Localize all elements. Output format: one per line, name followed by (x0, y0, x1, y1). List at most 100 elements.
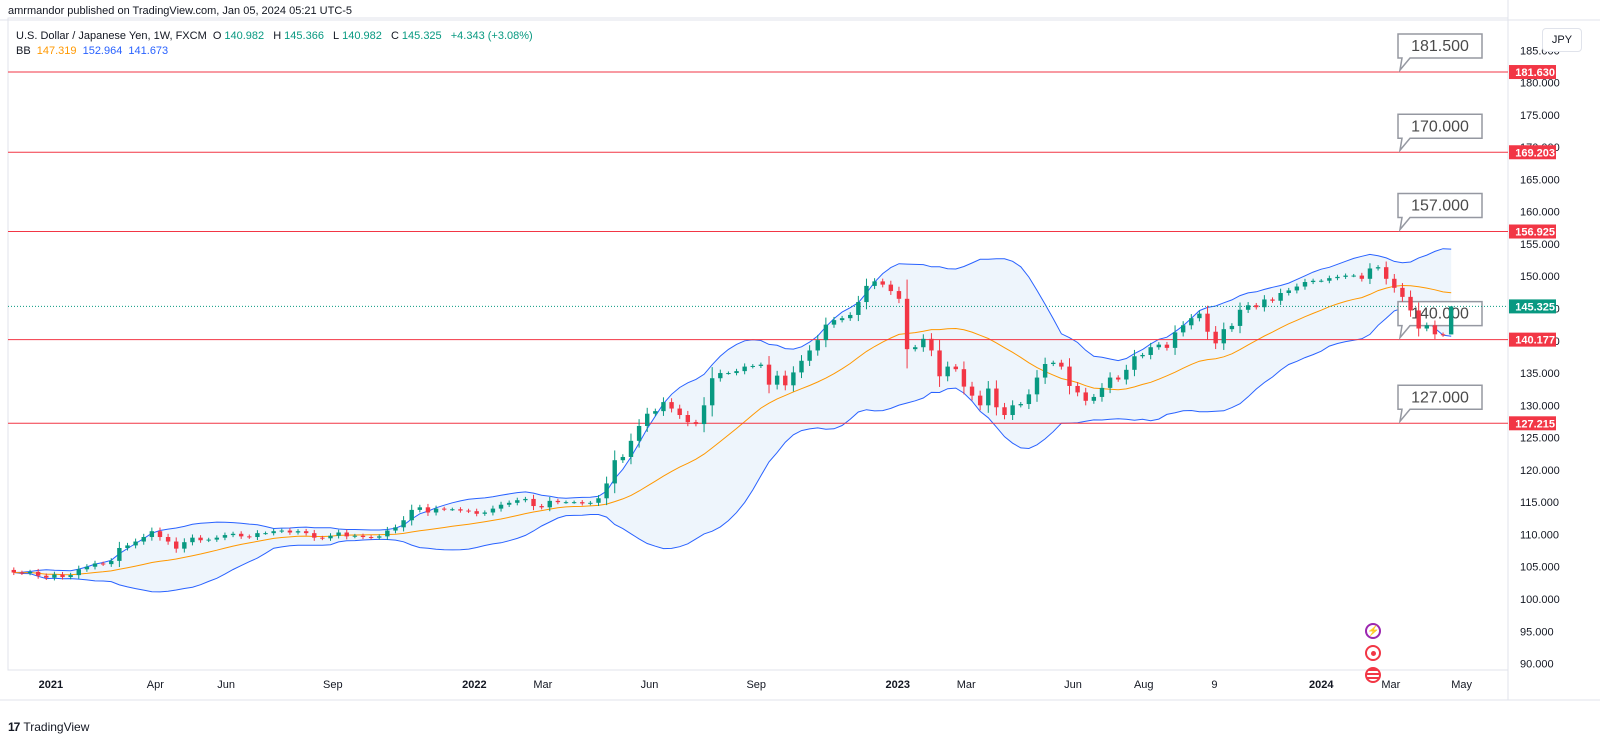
candle-body (1278, 293, 1283, 301)
candle-body (271, 531, 276, 534)
open-value: 140.982 (224, 30, 265, 42)
level-price-tag (1509, 416, 1556, 431)
y-tick-label: 160.000 (1520, 207, 1560, 219)
callout-box (1397, 192, 1483, 233)
candle-body (1018, 404, 1023, 406)
candle-body (35, 571, 41, 576)
high-value: 145.366 (284, 30, 324, 42)
candle-body (27, 571, 33, 574)
y-tick-label: 125.000 (1520, 433, 1560, 445)
candle-body (295, 531, 301, 533)
candle-body (1392, 278, 1397, 288)
event-marker-icon[interactable] (1365, 645, 1381, 661)
candle-body (1262, 299, 1267, 308)
candle-body (385, 530, 390, 537)
candle-body (1440, 334, 1446, 336)
candle-body (766, 364, 772, 385)
x-tick-label: Sep (323, 679, 343, 691)
candle-body (417, 507, 423, 510)
candle-body (174, 541, 179, 549)
candle-body (474, 511, 479, 514)
candle-body (1164, 344, 1170, 348)
candle-body (401, 520, 406, 528)
candle-body (1051, 362, 1056, 365)
lightning-event-icon[interactable]: ⚡ (1365, 623, 1381, 639)
open-label: O (212, 30, 222, 42)
level-price-label: 127.215 (1515, 418, 1555, 430)
candle-body (864, 285, 869, 303)
us-flag-event-icon[interactable] (1365, 667, 1381, 683)
candle-body (815, 340, 820, 351)
candle-body (198, 537, 203, 541)
candle-body (117, 547, 122, 561)
close-value: 145.325 (401, 30, 442, 42)
bb-upper-value: 152.964 (82, 45, 123, 57)
candle-body (791, 372, 796, 386)
candle-body (336, 532, 341, 536)
candle-body (571, 502, 577, 504)
candle-body (279, 530, 284, 532)
candle-body (149, 531, 155, 538)
candle-body (701, 405, 707, 425)
candle-body (921, 338, 926, 348)
candle-body (547, 500, 552, 508)
candle-body (312, 533, 317, 538)
candle-body (1140, 354, 1145, 357)
candle-body (888, 284, 894, 292)
candle-body (986, 388, 991, 406)
callout-box (1397, 113, 1483, 153)
candle-body (823, 324, 829, 341)
callout-box (1397, 33, 1483, 73)
candle-body (1124, 369, 1129, 380)
candle-body (580, 502, 585, 504)
candle-body (1034, 377, 1040, 395)
x-tick-label: Jun (1064, 679, 1082, 691)
candle-body (912, 347, 918, 350)
candle-body (555, 500, 561, 503)
candle-body (255, 533, 260, 538)
candle-body (685, 415, 691, 423)
candle-body (661, 402, 666, 412)
callout-label: 127.000 (1411, 389, 1469, 406)
candle-body (596, 498, 601, 503)
candle-body (669, 402, 674, 409)
candle-body (344, 532, 349, 537)
candle-body (1156, 344, 1162, 348)
candle-body (742, 366, 747, 372)
candle-body (945, 366, 950, 377)
candle-body (1083, 392, 1088, 401)
level-callout: 181.500 (1397, 33, 1483, 73)
candle-body (1416, 310, 1421, 329)
candle-body (1432, 325, 1438, 335)
candle-body (1335, 276, 1340, 279)
candle-body (1302, 282, 1308, 287)
candle-body (109, 560, 114, 565)
x-tick-label: 9 (1211, 679, 1217, 691)
candle-body (604, 483, 609, 499)
candle-body (60, 574, 65, 578)
bb-label[interactable]: BB (16, 45, 31, 57)
tradingview-logo[interactable]: 17 TradingView (8, 718, 89, 736)
callout-label: 170.000 (1411, 118, 1469, 135)
y-tick-label: 130.000 (1520, 400, 1560, 412)
candle-body (1383, 267, 1389, 279)
candle-body (230, 533, 236, 536)
last-price-tag (1509, 299, 1556, 314)
candle-body (214, 537, 220, 540)
candle-body (1343, 275, 1348, 277)
candle-body (896, 291, 902, 299)
level-price-label: 169.203 (1515, 147, 1555, 159)
bb-lower-line (13, 307, 1452, 593)
candle-body (222, 535, 228, 538)
candle-body (352, 535, 358, 537)
candle-body (1059, 362, 1064, 367)
candle-body (758, 364, 764, 366)
x-tick-label: 2024 (1309, 679, 1334, 691)
currency-button[interactable]: JPY (1542, 28, 1582, 52)
candle-body (563, 502, 569, 504)
candle-body (506, 502, 512, 505)
candle-body (1286, 290, 1291, 294)
candle-body (482, 512, 487, 514)
candle-body (977, 395, 983, 406)
